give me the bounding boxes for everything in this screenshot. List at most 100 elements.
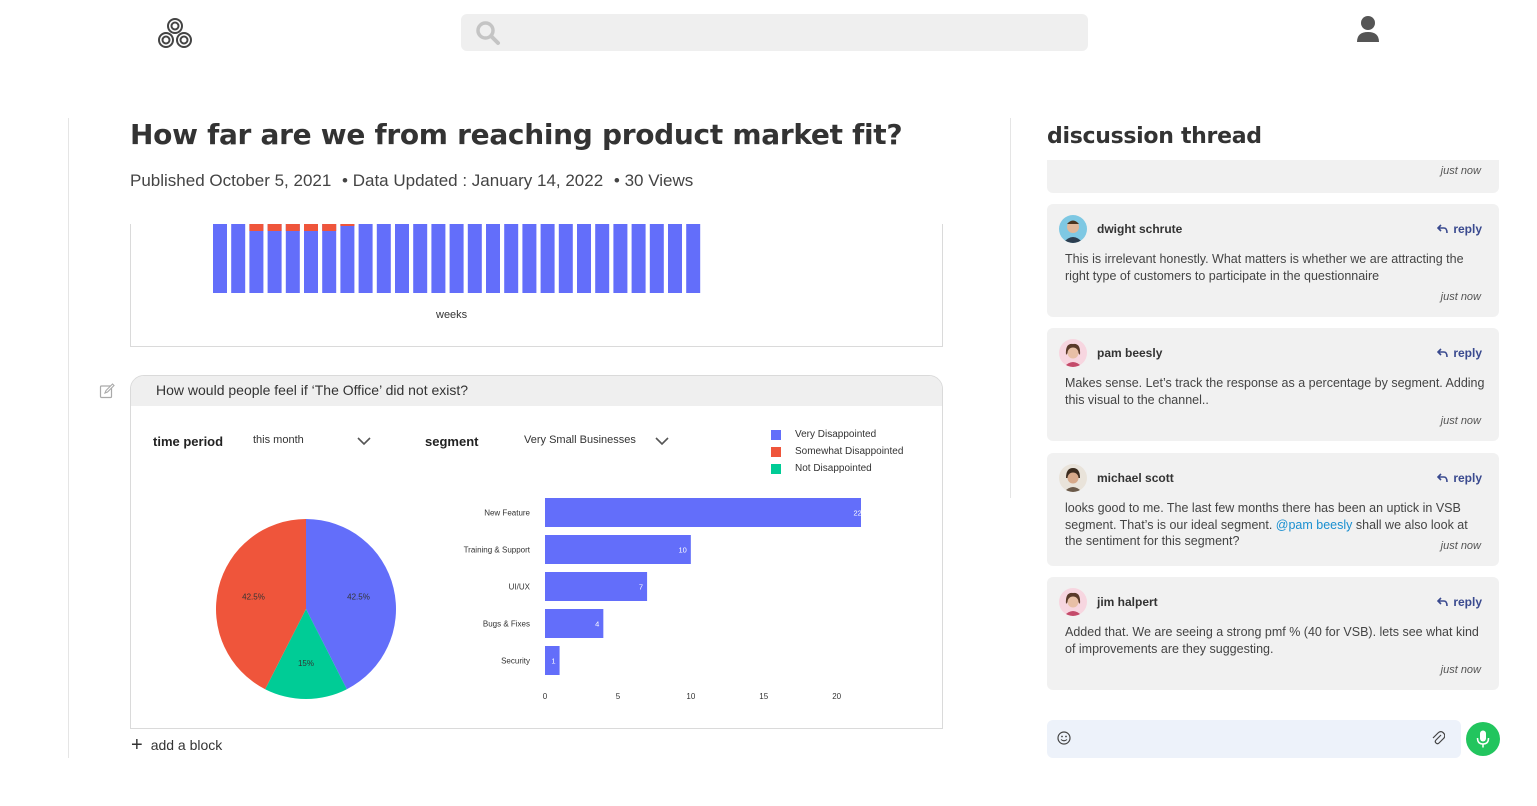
bar [545, 498, 861, 527]
chevron-down-icon[interactable] [357, 436, 371, 446]
weekly-stacked-chart: weeks [130, 224, 943, 347]
week-bar [413, 224, 428, 293]
plus-icon: + [131, 734, 143, 756]
bar-value-label: 22 [853, 509, 861, 518]
week-bar [504, 224, 519, 293]
week-bar [449, 224, 464, 293]
week-bar [322, 224, 337, 293]
week-bar [267, 224, 282, 293]
legend-label: Not Disappointed [795, 463, 872, 474]
comment-time: just now [1440, 165, 1481, 177]
user-icon[interactable] [1355, 15, 1381, 43]
comment-card: jim halpert reply Added that. We are see… [1047, 577, 1499, 690]
microphone-button[interactable] [1466, 722, 1500, 756]
search-bar[interactable] [461, 14, 1088, 51]
comment-text-end: shall we also look at the sentiment for … [1065, 517, 1468, 549]
comment-time: just now [1440, 415, 1481, 427]
comment-card: michael scott reply looks good to me. Th… [1047, 453, 1499, 566]
time-period-select[interactable]: this month [253, 434, 304, 446]
reply-icon [1437, 348, 1449, 358]
reply-icon [1437, 597, 1449, 607]
reply-button[interactable]: reply [1437, 471, 1482, 485]
week-bar [668, 224, 682, 293]
x-tick-label: 10 [686, 692, 695, 701]
reply-button[interactable]: reply [1437, 222, 1482, 236]
week-bar [540, 224, 555, 293]
week-bar-segment [249, 224, 264, 231]
legend-label: Very Disappointed [795, 429, 877, 440]
reply-label: reply [1453, 346, 1482, 360]
weeks-axis-label: weeks [436, 309, 468, 321]
comment-time: just now [1440, 291, 1481, 303]
segment-select[interactable]: Very Small Businesses [524, 434, 636, 446]
pie-slice [306, 519, 396, 690]
comment-text: Added that. We are seeing a strong pmf %… [1065, 625, 1479, 656]
comment-text: Makes sense. Let’s track the response as… [1065, 376, 1485, 407]
week-bar [358, 224, 373, 293]
attachment-icon[interactable] [1431, 730, 1445, 746]
week-bar [285, 224, 300, 293]
comment-author: pam beesly [1097, 346, 1163, 360]
add-block-button[interactable]: + add a block [131, 734, 223, 756]
reply-button[interactable]: reply [1437, 346, 1482, 360]
bar-category-label: Security [501, 657, 530, 666]
comment-card: pam beesly reply Makes sense. Let’s trac… [1047, 328, 1499, 441]
comment-card: just now [1047, 160, 1499, 193]
week-bar [376, 224, 391, 293]
week-bar-segment [340, 224, 355, 226]
avatar [1059, 339, 1087, 367]
microphone-icon [1476, 730, 1490, 748]
mention-link[interactable]: @pam beesly [1275, 517, 1353, 532]
reply-button[interactable]: reply [1437, 595, 1482, 609]
emoji-icon[interactable] [1057, 731, 1071, 745]
week-bar [467, 224, 482, 293]
weekly-bars [213, 224, 701, 293]
week-bar [213, 224, 227, 293]
comment-author: jim halpert [1097, 595, 1158, 609]
add-block-label: add a block [150, 737, 223, 753]
comment-text-start: looks good to me. The last few months th… [1065, 501, 1461, 532]
discussion-title: discussion thread [1047, 124, 1262, 149]
chart-legend: Very Disappointed Somewhat Disappointed … [771, 426, 903, 477]
comment-text: This is irrelevant honestly. What matter… [1065, 252, 1464, 283]
reply-icon [1437, 473, 1449, 483]
comment-time: just now [1440, 540, 1481, 552]
pie-slice [265, 609, 347, 699]
avatar [1059, 215, 1087, 243]
survey-block: How would people feel if ‘The Office’ di… [130, 375, 943, 729]
week-bar [486, 224, 500, 293]
bar-category-label: UI/UX [509, 583, 531, 592]
x-tick-label: 20 [832, 692, 841, 701]
bar-category-label: New Feature [484, 509, 530, 518]
edit-icon[interactable] [99, 383, 115, 399]
week-bar [431, 224, 446, 293]
x-tick-label: 5 [616, 692, 621, 701]
chevron-down-icon[interactable] [655, 436, 669, 446]
avatar [1059, 464, 1087, 492]
week-bar-segment [267, 224, 282, 231]
x-tick-label: 0 [543, 692, 548, 701]
page-title: How far are we from reaching product mar… [130, 118, 903, 151]
bar-value-label: 10 [678, 546, 686, 555]
comment-author: michael scott [1097, 471, 1174, 485]
segment-label: segment [425, 434, 479, 449]
bar-value-label: 7 [639, 583, 643, 592]
bar-category-label: Bugs & Fixes [483, 620, 530, 629]
message-input[interactable] [1047, 720, 1461, 758]
bar-category-label: Training & Support [464, 546, 531, 555]
logo-icon[interactable] [157, 16, 193, 50]
data-updated: • Data Updated : January 14, 2022 [342, 171, 604, 190]
week-bar [686, 224, 701, 293]
view-count: • 30 Views [613, 171, 694, 190]
legend-item: Somewhat Disappointed [771, 443, 903, 460]
bar [545, 646, 560, 675]
reply-label: reply [1453, 471, 1482, 485]
week-bar [395, 224, 409, 293]
pie-label: 15% [298, 659, 314, 668]
legend-swatch [771, 429, 781, 440]
bar [545, 572, 648, 601]
legend-item: Very Disappointed [771, 426, 903, 443]
bar [545, 535, 691, 564]
pie-label: 42.5% [242, 592, 265, 601]
bar-value-label: 4 [595, 620, 599, 629]
